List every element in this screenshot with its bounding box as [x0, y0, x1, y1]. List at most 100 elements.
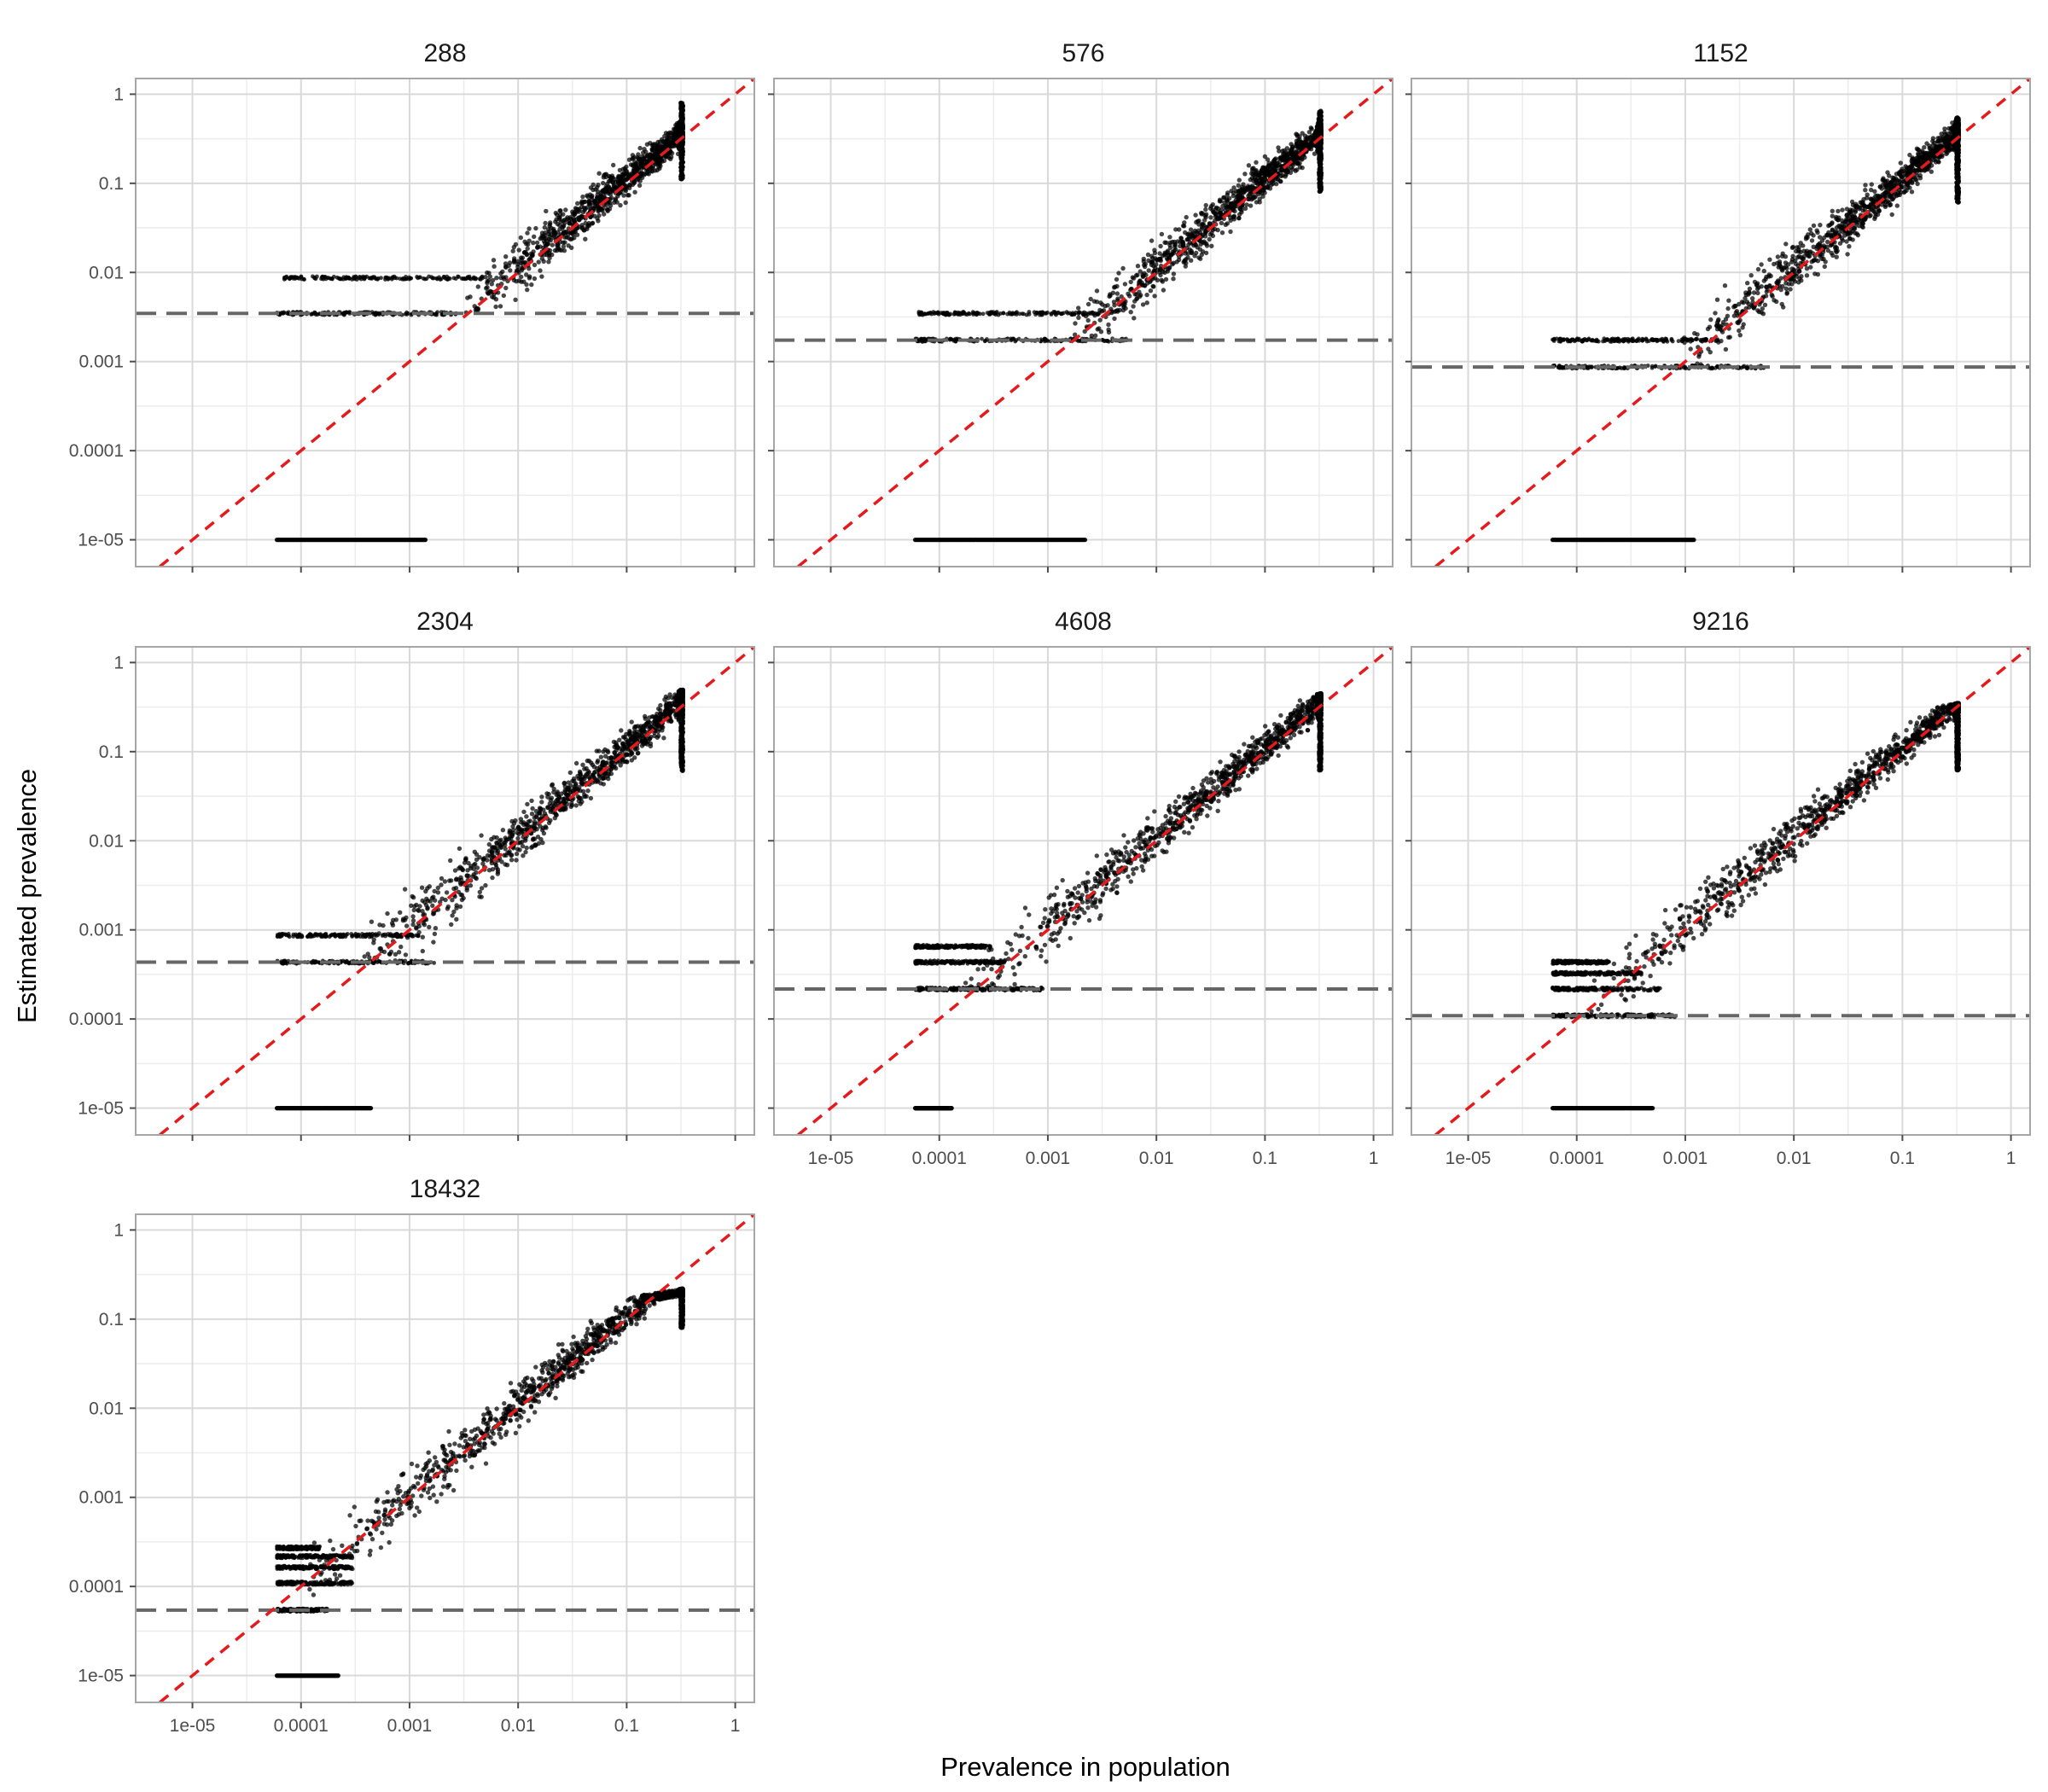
- data-point: [1869, 187, 1874, 193]
- data-point: [555, 230, 561, 235]
- data-point: [1097, 317, 1103, 323]
- data-point: [601, 180, 606, 186]
- data-point: [948, 311, 953, 317]
- data-point: [1085, 301, 1091, 307]
- data-point: [1131, 276, 1137, 281]
- data-point: [644, 171, 650, 176]
- data-point: [581, 199, 587, 205]
- data-point: [1551, 337, 1555, 342]
- data-point: [1230, 207, 1236, 212]
- data-point: [1194, 250, 1199, 256]
- data-point: [618, 178, 623, 183]
- data-point: [1254, 160, 1259, 165]
- data-point: [680, 142, 685, 148]
- data-point: [534, 240, 540, 246]
- data-point: [1207, 206, 1213, 211]
- data-point: [1265, 168, 1270, 174]
- data-point: [602, 212, 607, 217]
- data-point: [1033, 312, 1038, 317]
- data-point: [512, 259, 517, 264]
- data-point: [562, 240, 567, 245]
- data-point: [1869, 182, 1874, 187]
- data-point: [585, 193, 590, 198]
- data-point: [672, 142, 677, 147]
- data-point: [624, 169, 630, 174]
- data-point: [616, 173, 621, 179]
- data-point: [1149, 259, 1154, 265]
- data-point: [1045, 310, 1050, 315]
- data-point: [1593, 339, 1598, 343]
- data-point: [1040, 311, 1045, 315]
- data-point: [1158, 243, 1163, 249]
- data-point: [553, 210, 558, 216]
- data-point: [641, 150, 646, 155]
- data-point: [1072, 312, 1077, 317]
- data-point: [620, 166, 625, 172]
- data-point: [1204, 243, 1210, 248]
- data-point: [1300, 165, 1305, 171]
- data-point: [679, 117, 685, 122]
- data-point: [525, 230, 530, 236]
- data-point: [1318, 183, 1324, 189]
- y-tick-label: 1e-05: [78, 531, 124, 550]
- data-point: [1260, 176, 1265, 181]
- data-point: [1637, 338, 1642, 343]
- data-point: [1236, 183, 1242, 189]
- data-point: [1308, 125, 1314, 131]
- data-point: [1220, 203, 1225, 209]
- data-point: [1568, 339, 1573, 344]
- data-point: [613, 197, 618, 203]
- data-point: [403, 276, 408, 282]
- data-point: [638, 172, 644, 177]
- data-point: [1283, 168, 1289, 174]
- data-point: [1208, 215, 1213, 220]
- data-point: [1189, 248, 1194, 253]
- data-point: [1182, 220, 1187, 225]
- data-point: [1152, 276, 1158, 281]
- data-point: [513, 241, 519, 247]
- data-point: [1317, 125, 1322, 131]
- data-point: [1114, 291, 1120, 296]
- data-point: [503, 285, 509, 291]
- data-point: [626, 193, 631, 198]
- data-point: [508, 268, 513, 273]
- data-point: [1262, 190, 1267, 195]
- data-point: [1137, 279, 1143, 284]
- data-point: [548, 237, 554, 243]
- data-point: [1676, 339, 1681, 344]
- data-point: [489, 282, 494, 287]
- data-point: [1558, 339, 1563, 344]
- data-point: [539, 274, 544, 279]
- data-point: [516, 278, 522, 283]
- data-point: [445, 276, 450, 282]
- data-point: [1159, 231, 1165, 237]
- data-point: [1020, 311, 1025, 316]
- data-point: [1278, 154, 1283, 160]
- data-point: [1236, 215, 1242, 221]
- data-point: [542, 224, 547, 230]
- data-point: [492, 295, 497, 300]
- data-point: [1214, 215, 1220, 220]
- data-point: [1244, 202, 1249, 207]
- data-point: [666, 155, 672, 160]
- data-point: [1306, 130, 1312, 135]
- data-point: [1203, 250, 1209, 256]
- data-point: [1082, 538, 1088, 543]
- data-point: [1231, 190, 1236, 195]
- data-point: [1252, 175, 1258, 180]
- data-point: [609, 187, 615, 192]
- data-point: [649, 148, 655, 154]
- data-point: [427, 274, 431, 279]
- data-point: [1601, 339, 1605, 344]
- data-point: [1098, 329, 1104, 335]
- data-point: [657, 139, 663, 144]
- data-point: [503, 265, 509, 271]
- data-point: [1171, 250, 1177, 256]
- data-point: [377, 312, 381, 317]
- data-point: [601, 175, 607, 180]
- data-point: [637, 145, 643, 151]
- data-point: [1231, 185, 1236, 190]
- data-point: [1112, 316, 1117, 322]
- data-point: [638, 160, 643, 166]
- data-point: [1207, 236, 1212, 242]
